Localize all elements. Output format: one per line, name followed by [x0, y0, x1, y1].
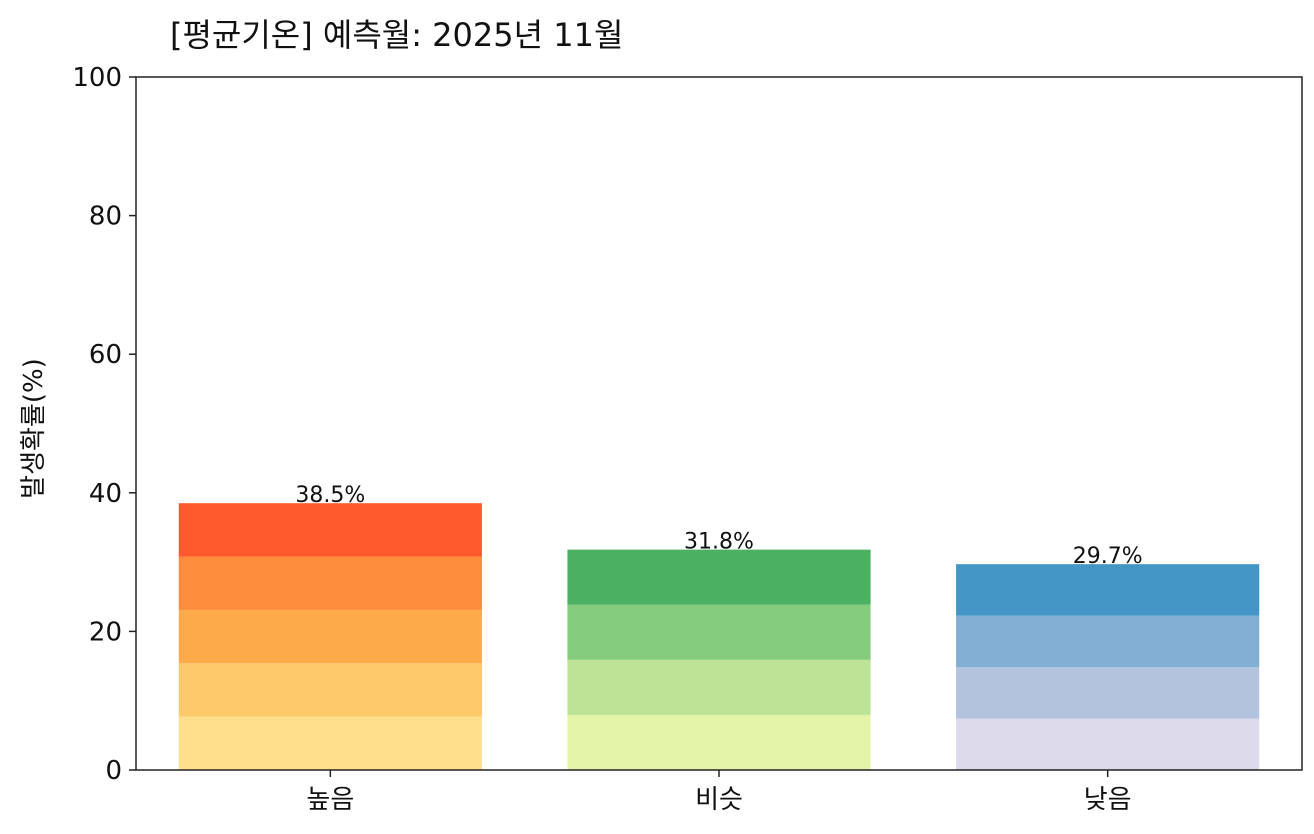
bar-segment: [956, 667, 1260, 719]
y-tick-label: 60: [89, 340, 122, 370]
bar-segment: [567, 549, 871, 605]
bar-segment: [567, 659, 871, 715]
bar-segment: [178, 609, 482, 664]
bar-segment: [178, 663, 482, 717]
bar-segment: [178, 503, 482, 557]
bar-segment: [178, 716, 482, 770]
bar-segment: [956, 718, 1260, 770]
y-tick-label: 0: [105, 756, 122, 786]
bar-segment: [956, 564, 1260, 616]
x-tick-label: 낮음: [1084, 785, 1132, 815]
bar-segment: [178, 556, 482, 610]
bar-segment: [956, 615, 1260, 668]
plot-frame: [135, 76, 1303, 771]
y-axis-label: 발생확률(%): [19, 358, 49, 499]
x-tick-label: 높음: [306, 785, 354, 815]
y-tick-label: 40: [89, 479, 122, 509]
data-label: 29.7%: [1073, 544, 1143, 569]
y-tick-label: 80: [89, 202, 122, 232]
y-tick-label: 20: [89, 617, 122, 647]
y-tick-label: 100: [72, 63, 122, 93]
bar-segment: [567, 604, 871, 660]
data-label: 38.5%: [295, 483, 365, 508]
chart-title: [평균기온] 예측월: 2025년 11월: [170, 16, 624, 54]
data-label: 31.8%: [684, 530, 754, 555]
bar-segment: [567, 714, 871, 770]
x-tick-label: 비슷: [695, 785, 743, 815]
